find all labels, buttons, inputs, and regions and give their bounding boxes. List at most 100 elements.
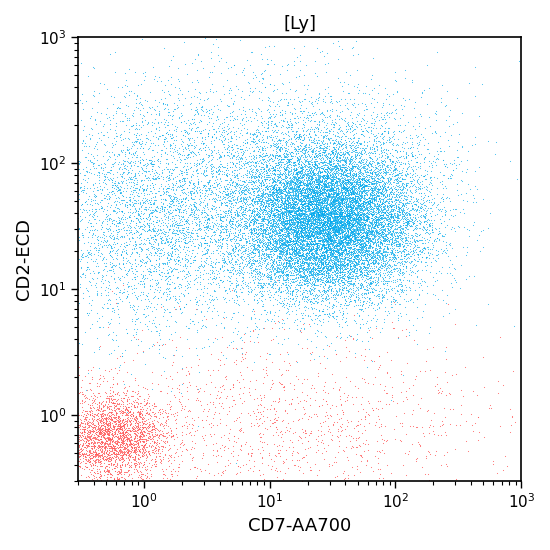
Point (358, 188, 366, 197)
Point (173, 256, 182, 265)
Point (333, 193, 342, 202)
Point (416, 404, 425, 413)
Point (299, 249, 307, 257)
Point (131, 149, 140, 158)
Point (378, 210, 387, 218)
Point (415, 162, 424, 170)
Point (277, 207, 285, 216)
Point (276, 136, 285, 145)
Point (333, 246, 342, 255)
Point (442, 194, 450, 203)
Point (311, 244, 320, 252)
Point (307, 210, 316, 218)
Point (210, 275, 219, 284)
Point (375, 221, 384, 229)
Point (316, 168, 324, 177)
Point (353, 225, 361, 234)
Point (98, 425, 107, 433)
Point (312, 242, 321, 251)
Point (327, 202, 336, 211)
Point (268, 260, 277, 269)
Point (122, 164, 131, 173)
Point (338, 188, 346, 197)
Point (328, 228, 337, 236)
Point (188, 212, 196, 221)
Point (362, 227, 371, 236)
Point (387, 197, 396, 206)
Point (332, 252, 340, 261)
Point (156, 448, 164, 457)
Point (209, 221, 218, 230)
Point (305, 294, 314, 303)
Point (355, 168, 364, 177)
Point (276, 157, 284, 166)
Point (345, 230, 354, 239)
Point (206, 206, 214, 215)
Point (307, 236, 316, 245)
Point (339, 191, 348, 200)
Point (311, 252, 320, 261)
Point (265, 143, 274, 152)
Point (322, 204, 331, 213)
Point (339, 222, 348, 230)
Point (214, 170, 223, 179)
Point (185, 315, 194, 323)
Point (320, 240, 328, 249)
Point (151, 124, 160, 133)
Point (507, 411, 516, 420)
Point (200, 282, 209, 291)
Point (88, 131, 97, 140)
Point (409, 240, 418, 249)
Point (343, 147, 352, 156)
Point (102, 206, 111, 214)
Point (271, 287, 280, 295)
Point (270, 212, 278, 221)
Point (366, 202, 375, 211)
Point (295, 205, 304, 214)
Point (383, 89, 392, 98)
Point (183, 174, 192, 183)
Point (312, 228, 321, 237)
Point (354, 259, 362, 268)
Point (277, 155, 285, 163)
Point (298, 261, 306, 270)
Point (381, 227, 390, 235)
Point (156, 283, 164, 292)
Point (301, 234, 310, 243)
Point (314, 190, 323, 199)
Point (343, 213, 352, 222)
Point (94, 404, 103, 413)
Point (305, 216, 314, 225)
Point (140, 423, 149, 432)
Point (353, 236, 361, 245)
Point (381, 259, 389, 268)
Point (125, 452, 134, 460)
Point (350, 195, 359, 204)
Point (346, 228, 355, 236)
Point (349, 193, 358, 202)
Point (415, 224, 424, 233)
Point (348, 213, 356, 222)
Point (277, 178, 285, 187)
Point (330, 138, 339, 147)
Point (275, 229, 284, 238)
Point (216, 243, 225, 252)
Point (344, 240, 353, 249)
Point (164, 272, 173, 281)
Point (302, 185, 311, 194)
Point (91, 458, 100, 467)
Point (300, 130, 309, 139)
Point (266, 239, 274, 248)
Point (267, 226, 276, 234)
Point (265, 223, 273, 232)
Point (315, 227, 323, 236)
Point (271, 247, 279, 256)
Point (251, 185, 260, 194)
Point (389, 166, 398, 174)
Point (321, 271, 330, 279)
Point (331, 118, 339, 127)
Point (244, 182, 252, 190)
Point (361, 246, 370, 255)
Point (411, 222, 420, 231)
Point (237, 93, 246, 102)
